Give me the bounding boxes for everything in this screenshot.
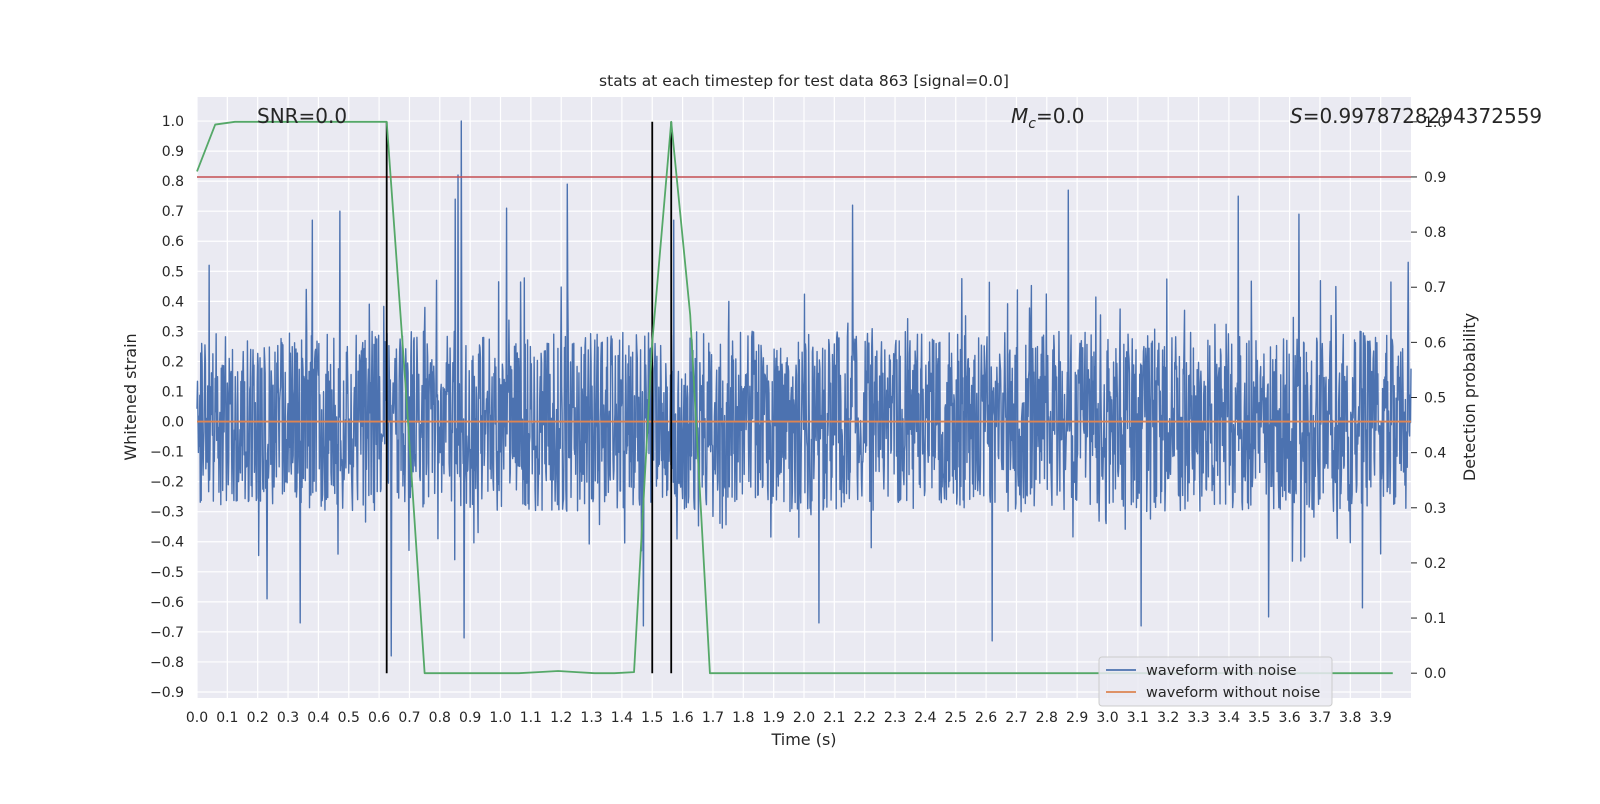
- s-value: =0.9978728294372559: [1303, 104, 1542, 128]
- x-tick-label: 1.2: [550, 710, 572, 726]
- y2-tick-label: 0.5: [1424, 391, 1446, 407]
- x-tick-label: 1.0: [489, 710, 511, 726]
- x-tick-label: 1.7: [702, 710, 724, 726]
- x-tick-label: 2.1: [823, 710, 845, 726]
- x-tick-label: 0.5: [338, 710, 360, 726]
- y2-tick-labels: 1.0 0.9 0.8 0.7 0.6 0.5 0.4 0.3 0.2 0.1 0.0: [1411, 115, 1446, 682]
- y-tick-label: 0.7: [162, 204, 184, 220]
- x-tick-label: 1.9: [763, 710, 785, 726]
- y2-tick-label: 0.1: [1424, 611, 1446, 627]
- y-tick-label: 0.9: [162, 144, 184, 160]
- mc-annotation: Mc=0.0: [1011, 104, 1085, 132]
- x-tick-label: 2.6: [975, 710, 997, 726]
- x-tick-label: 1.6: [671, 710, 693, 726]
- reference-lines: [197, 121, 1411, 674]
- x-tick-labels: 0.0 0.1 0.2 0.3 0.4 0.5 0.6 0.7 0.8 0.9 1.0 1.1 1.2 1…: [186, 710, 1392, 726]
- y2-tick-label: 1.0: [1424, 115, 1446, 131]
- mc-value: =0.0: [1036, 104, 1085, 128]
- y-axis-label: Whitened strain: [121, 333, 140, 460]
- x-tick-label: 2.4: [914, 710, 936, 726]
- x-tick-label: 2.8: [1036, 710, 1058, 726]
- x-tick-label: 0.3: [277, 710, 299, 726]
- y-tick-label: −0.7: [150, 625, 184, 641]
- y2-tick-label: 0.6: [1424, 335, 1446, 351]
- x-tick-label: 0.8: [429, 710, 451, 726]
- legend-label-clean: waveform without noise: [1146, 685, 1320, 701]
- y-tick-label: −0.5: [150, 565, 184, 581]
- y-tick-label: 0.2: [162, 354, 184, 370]
- x-tick-label: 0.9: [459, 710, 481, 726]
- y-tick-label: 1.0: [162, 114, 184, 130]
- x-tick-label: 1.1: [520, 710, 542, 726]
- x-axis-label: Time (s): [770, 730, 836, 749]
- y2-axis-label: Detection probability: [1460, 313, 1479, 481]
- y-tick-label: −0.3: [150, 505, 184, 521]
- y2-tick-label: 0.3: [1424, 501, 1446, 517]
- mc-symbol: M: [1011, 104, 1028, 128]
- x-tick-label: 1.3: [580, 710, 602, 726]
- x-tick-label: 3.3: [1187, 710, 1209, 726]
- x-tick-label: 2.3: [884, 710, 906, 726]
- x-tick-label: 3.0: [1096, 710, 1118, 726]
- y2-tick-label: 0.8: [1424, 225, 1446, 241]
- y-tick-label: 0.6: [162, 234, 184, 250]
- x-tick-label: 3.4: [1218, 710, 1240, 726]
- y-tick-label: 0.0: [162, 415, 184, 431]
- x-tick-label: 2.2: [854, 710, 876, 726]
- x-tick-label: 3.9: [1370, 710, 1392, 726]
- y-tick-label: 0.8: [162, 174, 184, 190]
- s-symbol: S: [1290, 104, 1303, 128]
- x-tick-label: 3.6: [1278, 710, 1300, 726]
- x-tick-label: 0.2: [247, 710, 269, 726]
- y2-tick-label: 0.9: [1424, 170, 1446, 186]
- noisy-waveform-series: [196, 120, 1412, 657]
- y-tick-label: 0.1: [162, 384, 184, 400]
- x-tick-label: 1.5: [641, 710, 663, 726]
- y-tick-label: −0.2: [150, 475, 184, 491]
- y2-tick-label: 0.0: [1424, 666, 1446, 682]
- x-tick-label: 0.1: [216, 710, 238, 726]
- y-tick-label: −0.9: [150, 685, 184, 701]
- x-tick-label: 2.0: [793, 710, 815, 726]
- x-tick-label: 0.6: [368, 710, 390, 726]
- y-tick-label: −0.4: [150, 535, 184, 551]
- x-tick-label: 3.7: [1309, 710, 1331, 726]
- y2-tick-label: 0.4: [1424, 446, 1446, 462]
- y-tick-label: −0.8: [150, 655, 184, 671]
- detection-probability-line: [196, 120, 1393, 675]
- y2-tick-label: 0.7: [1424, 280, 1446, 296]
- y-tick-labels: 1.0 0.9 0.8 0.7 0.6 0.5 0.4 0.3 0.2 0.1 0.0 −0.1 −0.…: [150, 114, 184, 701]
- mc-subscript: c: [1028, 116, 1036, 132]
- snr-annotation: SNR=0.0: [257, 104, 347, 128]
- legend-box: [1098, 656, 1333, 707]
- y-tick-label: −0.1: [150, 445, 184, 461]
- x-tick-label: 0.7: [398, 710, 420, 726]
- x-tick-label: 3.8: [1339, 710, 1361, 726]
- x-tick-label: 0.4: [307, 710, 329, 726]
- noisy-waveform-line: [196, 120, 1412, 657]
- chart-title: stats at each timestep for test data 863…: [599, 72, 1009, 90]
- legend: waveform with noise waveform without noi…: [1098, 656, 1333, 707]
- y-tick-label: 0.3: [162, 324, 184, 340]
- x-tick-label: 0.0: [186, 710, 208, 726]
- y-tick-label: 0.4: [162, 294, 184, 310]
- y2-tick-label: 0.2: [1424, 556, 1446, 572]
- y-tick-label: 0.5: [162, 264, 184, 280]
- s-annotation: S=0.9978728294372559: [1290, 104, 1542, 128]
- x-tick-label: 3.2: [1157, 710, 1179, 726]
- y-tick-label: −0.6: [150, 595, 184, 611]
- x-tick-label: 2.5: [945, 710, 967, 726]
- detection-probability-series: [196, 120, 1393, 675]
- x-tick-label: 3.5: [1248, 710, 1270, 726]
- x-tick-label: 3.1: [1127, 710, 1149, 726]
- x-tick-label: 1.4: [611, 710, 633, 726]
- x-tick-label: 2.9: [1066, 710, 1088, 726]
- x-tick-label: 2.7: [1005, 710, 1027, 726]
- x-tick-label: 1.8: [732, 710, 754, 726]
- legend-label-noisy: waveform with noise: [1146, 663, 1297, 679]
